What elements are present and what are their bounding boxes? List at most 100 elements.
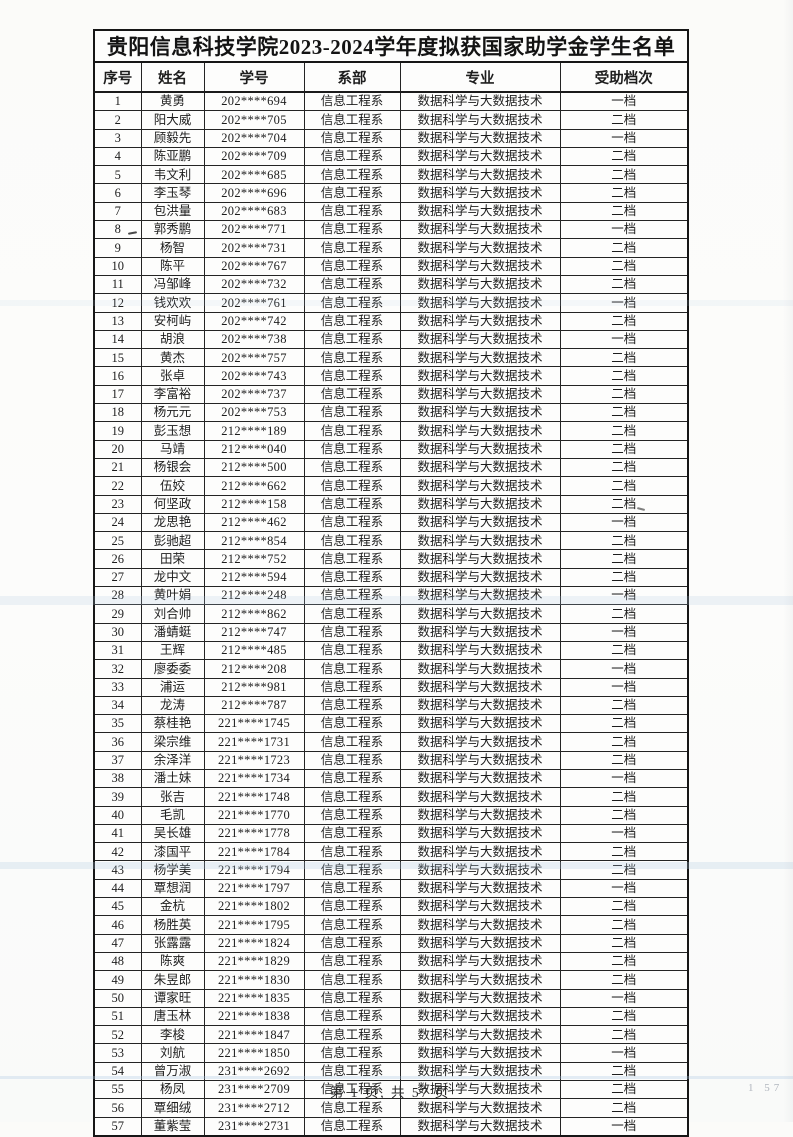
cell-department: 信息工程系 — [303, 274, 401, 295]
cell-student-id: 202****737 — [203, 384, 305, 405]
table-title-row: 贵阳信息科技学院2023-2024学年度拟获国家助学金学生名单 — [93, 29, 689, 63]
cell-grant-level: 二档 — [559, 183, 689, 203]
cell-name: 廖委委 — [140, 659, 205, 679]
cell-name: 杨智 — [140, 238, 205, 258]
cell-grant-level: 二档 — [559, 421, 689, 441]
cell-student-id: 212****500 — [203, 457, 305, 478]
cell-seq: 22 — [93, 476, 142, 496]
cell-name: 何坚政 — [140, 494, 205, 514]
cell-department: 信息工程系 — [303, 146, 401, 167]
cell-name: 张卓 — [140, 366, 205, 386]
cell-student-id: 221****1794 — [203, 860, 305, 880]
cell-grant-level: 二档 — [559, 274, 689, 295]
cell-major: 数据科学与大数据技术 — [399, 897, 561, 917]
cell-department: 信息工程系 — [303, 1098, 401, 1118]
cell-name: 梁宗维 — [140, 732, 205, 752]
cell-major: 数据科学与大数据技术 — [399, 640, 561, 661]
cell-grant-level: 二档 — [559, 1006, 689, 1027]
cell-major: 数据科学与大数据技术 — [399, 1006, 561, 1027]
cell-grant-level: 二档 — [559, 146, 689, 167]
cell-student-id: 221****1795 — [203, 915, 305, 935]
cell-department: 信息工程系 — [303, 293, 401, 313]
cell-student-id: 221****1830 — [203, 970, 305, 990]
table-header-row: 序号 姓名 学号 系部 专业 受助档次 — [93, 61, 689, 93]
cell-major: 数据科学与大数据技术 — [399, 586, 561, 606]
cell-seq: 13 — [93, 311, 142, 331]
cell-seq: 41 — [93, 823, 142, 844]
cell-name: 潘蜻蜓 — [140, 622, 205, 642]
cell-grant-level: 二档 — [559, 238, 689, 258]
cell-seq: 32 — [93, 659, 142, 679]
cell-name: 谭家旺 — [140, 988, 205, 1008]
table-row: 49 朱昱郎 221****1830 信息工程系 数据科学与大数据技术 二档 — [93, 970, 689, 990]
table-row: 38 潘土妹 221****1734 信息工程系 数据科学与大数据技术 一档 — [93, 768, 689, 789]
cell-major: 数据科学与大数据技术 — [399, 256, 561, 276]
cell-name: 陈平 — [140, 256, 205, 276]
table-row: 11 冯邹峰 202****732 信息工程系 数据科学与大数据技术 二档 — [93, 274, 689, 295]
cell-grant-level: 二档 — [559, 457, 689, 478]
cell-seq: 46 — [93, 915, 142, 935]
cell-grant-level: 二档 — [559, 695, 689, 716]
cell-seq: 43 — [93, 860, 142, 880]
cell-department: 信息工程系 — [303, 476, 401, 496]
cell-department: 信息工程系 — [303, 128, 401, 148]
cell-seq: 8 — [93, 220, 142, 240]
cell-seq: 37 — [93, 750, 142, 770]
table-row: 6 李玉琴 202****696 信息工程系 数据科学与大数据技术 二档 — [93, 183, 689, 203]
cell-student-id: 202****704 — [203, 128, 305, 148]
cell-major: 数据科学与大数据技术 — [399, 951, 561, 972]
cell-seq: 30 — [93, 622, 142, 642]
cell-seq: 34 — [93, 695, 142, 716]
cell-major: 数据科学与大数据技术 — [399, 677, 561, 697]
cell-major: 数据科学与大数据技术 — [399, 567, 561, 588]
cell-grant-level: 二档 — [559, 439, 689, 459]
cell-seq: 17 — [93, 384, 142, 405]
table-row: 47 张露露 221****1824 信息工程系 数据科学与大数据技术 二档 — [93, 933, 689, 953]
cell-grant-level: 二档 — [559, 110, 689, 130]
table-row: 13 安柯屿 202****742 信息工程系 数据科学与大数据技术 二档 — [93, 311, 689, 331]
cell-seq: 51 — [93, 1006, 142, 1027]
cell-grant-level: 二档 — [559, 348, 689, 368]
cell-seq: 54 — [93, 1061, 142, 1082]
cell-seq: 5 — [93, 165, 142, 185]
cell-seq: 28 — [93, 586, 142, 606]
cell-student-id: 221****1770 — [203, 805, 305, 825]
table-row: 22 伍姣 212****662 信息工程系 数据科学与大数据技术 二档 — [93, 476, 689, 496]
cell-student-id: 212****854 — [203, 531, 305, 551]
cell-major: 数据科学与大数据技术 — [399, 311, 561, 331]
cell-name: 黄勇 — [140, 91, 205, 112]
column-header: 专业 — [399, 61, 561, 93]
cell-student-id: 221****1731 — [203, 732, 305, 752]
cell-department: 信息工程系 — [303, 768, 401, 789]
cell-department: 信息工程系 — [303, 1006, 401, 1027]
table-row: 24 龙思艳 212****462 信息工程系 数据科学与大数据技术 一档 — [93, 512, 689, 533]
cell-name: 唐玉林 — [140, 1006, 205, 1027]
cell-name: 阳大威 — [140, 110, 205, 130]
cell-name: 曾万淑 — [140, 1061, 205, 1082]
cell-student-id: 202****757 — [203, 348, 305, 368]
cell-major: 数据科学与大数据技术 — [399, 805, 561, 825]
cell-student-id: 221****1835 — [203, 988, 305, 1008]
cell-name: 刘合帅 — [140, 604, 205, 624]
table-row: 46 杨胜英 221****1795 信息工程系 数据科学与大数据技术 二档 — [93, 915, 689, 935]
cell-name: 田荣 — [140, 549, 205, 569]
cell-grant-level: 一档 — [559, 91, 689, 112]
cell-department: 信息工程系 — [303, 110, 401, 130]
table-row: 29 刘合帅 212****862 信息工程系 数据科学与大数据技术 二档 — [93, 604, 689, 624]
cell-major: 数据科学与大数据技术 — [399, 933, 561, 953]
cell-grant-level: 二档 — [559, 1098, 689, 1118]
cell-grant-level: 二档 — [559, 366, 689, 386]
table-row: 25 彭驰超 212****854 信息工程系 数据科学与大数据技术 二档 — [93, 531, 689, 551]
cell-major: 数据科学与大数据技术 — [399, 1098, 561, 1118]
cell-department: 信息工程系 — [303, 421, 401, 441]
cell-grant-level: 二档 — [559, 384, 689, 405]
cell-student-id: 221****1850 — [203, 1043, 305, 1063]
cell-major: 数据科学与大数据技术 — [399, 750, 561, 770]
cell-department: 信息工程系 — [303, 549, 401, 569]
cell-seq: 19 — [93, 421, 142, 441]
cell-grant-level: 一档 — [559, 677, 689, 697]
cell-seq: 12 — [93, 293, 142, 313]
table-row: 16 张卓 202****743 信息工程系 数据科学与大数据技术 二档 — [93, 366, 689, 386]
cell-name: 伍姣 — [140, 476, 205, 496]
cell-name: 马靖 — [140, 439, 205, 459]
